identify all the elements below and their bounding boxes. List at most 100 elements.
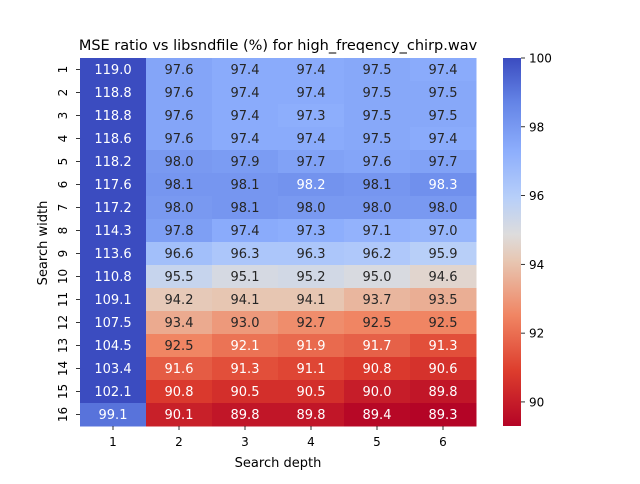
heatmap-cell [80, 403, 147, 427]
x-tick-label: 2 [175, 435, 183, 449]
x-tick-label: 4 [307, 435, 315, 449]
cell-value-label: 95.0 [363, 270, 392, 285]
y-tick-label: 5 [56, 158, 70, 166]
cell-value-label: 97.1 [363, 224, 392, 239]
cell-value-label: 97.5 [363, 63, 392, 78]
y-tick-label: 2 [56, 89, 70, 97]
cell-value-label: 96.2 [363, 247, 392, 262]
cell-value-label: 97.4 [429, 63, 458, 78]
y-tick-label: 14 [56, 361, 70, 376]
heatmap-cell [80, 380, 147, 404]
cell-value-label: 114.3 [94, 224, 131, 239]
y-tick-label: 8 [56, 227, 70, 235]
heatmap-cell [278, 81, 345, 105]
heatmap-cell [278, 380, 345, 404]
cell-value-label: 117.6 [94, 178, 131, 193]
cell-value-label: 97.5 [363, 132, 392, 147]
heatmap-cell [212, 380, 279, 404]
heatmap-cell [80, 150, 147, 174]
cell-value-label: 110.8 [94, 270, 131, 285]
heatmap-cell [80, 334, 147, 358]
cell-value-label: 92.5 [363, 316, 392, 331]
cell-value-label: 118.8 [94, 86, 131, 101]
heatmap-cell [410, 403, 477, 427]
heatmap-cell [80, 357, 147, 381]
cell-value-label: 98.2 [297, 178, 326, 193]
chart-title: MSE ratio vs libsndfile (%) for high_fre… [79, 38, 478, 54]
cell-value-label: 95.9 [429, 247, 458, 262]
cell-value-label: 118.2 [94, 155, 131, 170]
colorbar-tick-label: 100 [529, 52, 552, 66]
heatmap-cell [80, 196, 147, 220]
cell-value-label: 109.1 [94, 293, 131, 308]
cell-value-label: 97.5 [363, 86, 392, 101]
heatmap-cell [278, 196, 345, 220]
heatmap-cell [278, 265, 345, 289]
heatmap-cell [212, 219, 279, 243]
heatmap-cell [146, 311, 213, 335]
x-tick-label: 5 [373, 435, 381, 449]
cell-value-label: 90.0 [363, 385, 392, 400]
cell-value-label: 97.6 [165, 109, 194, 124]
colorbar [503, 58, 521, 426]
cell-value-label: 91.3 [231, 362, 260, 377]
cell-value-label: 97.4 [429, 132, 458, 147]
cell-value-label: 98.1 [231, 201, 260, 216]
heatmap-cell [278, 104, 345, 128]
heatmap-cell [212, 403, 279, 427]
heatmap-cell [410, 58, 477, 82]
heatmap-cell [212, 357, 279, 381]
cell-value-label: 90.8 [165, 385, 194, 400]
cell-value-label: 92.5 [429, 316, 458, 331]
heatmap-cell [344, 104, 411, 128]
x-axis-label: Search depth [235, 456, 322, 471]
cell-value-label: 97.7 [297, 155, 326, 170]
cell-value-label: 97.5 [429, 86, 458, 101]
heatmap-cell [344, 403, 411, 427]
cell-value-label: 97.8 [165, 224, 194, 239]
heatmap-cell [80, 173, 147, 197]
cell-value-label: 93.5 [429, 293, 458, 308]
heatmap-cell [344, 173, 411, 197]
cell-value-label: 95.2 [297, 270, 326, 285]
heatmap-cell [212, 196, 279, 220]
heatmap-cell [146, 380, 213, 404]
heatmap-cell [410, 334, 477, 358]
heatmap-cell [344, 380, 411, 404]
heatmap-cell [212, 104, 279, 128]
cell-value-label: 95.5 [165, 270, 194, 285]
heatmap-cell [344, 196, 411, 220]
x-tick-label: 1 [109, 435, 117, 449]
cell-value-label: 98.0 [165, 201, 194, 216]
cell-value-label: 89.4 [363, 408, 392, 423]
heatmap-cell [212, 288, 279, 312]
cell-value-label: 98.0 [297, 201, 326, 216]
cell-value-label: 97.4 [297, 63, 326, 78]
heatmap-cell [278, 150, 345, 174]
y-tick-label: 7 [56, 204, 70, 212]
heatmap-cell [80, 219, 147, 243]
colorbar-tick-label: 94 [529, 258, 544, 272]
colorbar-tick-label: 90 [529, 395, 544, 409]
heatmap-cell [80, 58, 147, 82]
x-tick-label: 6 [439, 435, 447, 449]
heatmap-cell [146, 219, 213, 243]
heatmap-cell [212, 81, 279, 105]
cell-value-label: 118.6 [94, 132, 131, 147]
heatmap-cell [410, 357, 477, 381]
heatmap-cell [278, 288, 345, 312]
cell-value-label: 92.1 [231, 339, 260, 354]
heatmap-cell [278, 127, 345, 151]
heatmap-cell [410, 288, 477, 312]
heatmap-cell [146, 288, 213, 312]
cell-value-label: 97.4 [231, 132, 260, 147]
cell-value-label: 94.1 [231, 293, 260, 308]
cell-value-label: 94.6 [429, 270, 458, 285]
cell-value-label: 97.5 [363, 109, 392, 124]
cell-value-label: 97.4 [297, 86, 326, 101]
heatmap-cell [410, 196, 477, 220]
colorbar-tick-label: 96 [529, 189, 544, 203]
heatmap-cell [80, 288, 147, 312]
